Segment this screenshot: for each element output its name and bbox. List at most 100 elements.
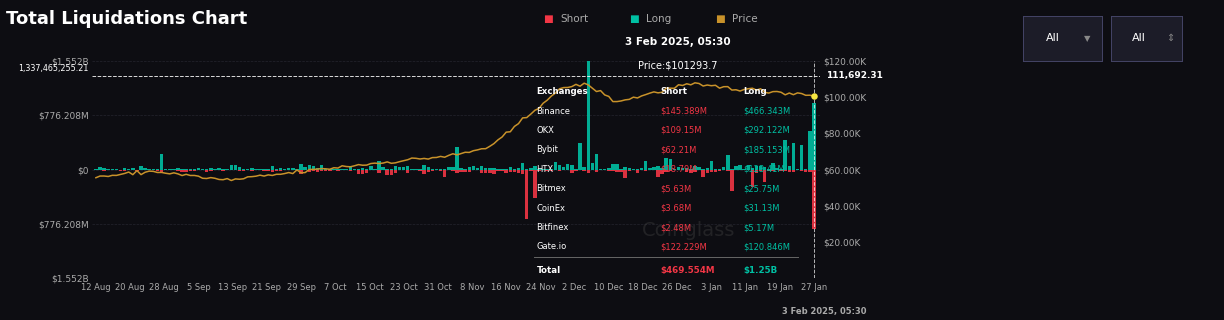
- Bar: [204, 170, 208, 172]
- Bar: [504, 170, 508, 172]
- Bar: [143, 168, 147, 170]
- Bar: [300, 170, 302, 174]
- Bar: [517, 170, 520, 172]
- Text: 1,337,465,255.21: 1,337,465,255.21: [18, 64, 89, 73]
- Bar: [635, 169, 639, 170]
- Bar: [455, 147, 459, 170]
- Bar: [734, 166, 738, 170]
- Bar: [763, 167, 766, 170]
- Bar: [616, 170, 618, 172]
- Bar: [361, 170, 365, 174]
- Bar: [122, 168, 126, 170]
- Bar: [471, 166, 475, 170]
- Bar: [160, 170, 163, 172]
- Bar: [701, 170, 705, 177]
- Bar: [586, 170, 590, 173]
- Bar: [443, 169, 447, 170]
- Text: $1.25B: $1.25B: [744, 266, 778, 275]
- Bar: [496, 170, 499, 171]
- Text: HTX: HTX: [536, 165, 553, 174]
- Bar: [295, 169, 299, 170]
- Text: $5.17M: $5.17M: [744, 223, 775, 232]
- Bar: [550, 170, 553, 171]
- Bar: [616, 164, 618, 170]
- Text: $2.48M: $2.48M: [660, 223, 692, 232]
- Bar: [799, 170, 803, 171]
- Bar: [743, 169, 745, 170]
- Bar: [164, 170, 168, 171]
- Bar: [439, 170, 442, 171]
- Bar: [386, 169, 389, 170]
- Bar: [632, 170, 635, 171]
- Bar: [439, 169, 442, 170]
- Bar: [488, 170, 492, 173]
- Bar: [185, 170, 188, 172]
- Bar: [763, 170, 766, 182]
- Bar: [431, 169, 435, 170]
- Bar: [714, 169, 717, 170]
- Bar: [640, 168, 644, 170]
- Text: ■: ■: [543, 14, 553, 24]
- Bar: [553, 162, 557, 170]
- Bar: [799, 145, 803, 170]
- Text: Long: Long: [744, 87, 767, 96]
- Bar: [771, 163, 775, 170]
- Bar: [340, 169, 344, 170]
- Bar: [401, 167, 405, 170]
- Bar: [377, 170, 381, 173]
- Bar: [632, 169, 635, 170]
- Bar: [628, 170, 632, 171]
- Bar: [262, 169, 266, 170]
- Bar: [647, 168, 651, 170]
- Bar: [234, 170, 237, 171]
- Bar: [164, 169, 168, 170]
- Bar: [661, 168, 663, 170]
- Bar: [242, 169, 245, 170]
- Bar: [558, 165, 562, 170]
- Text: $185.153M: $185.153M: [744, 145, 791, 154]
- Bar: [394, 166, 397, 170]
- Bar: [291, 168, 295, 170]
- Bar: [312, 165, 315, 170]
- Bar: [591, 163, 594, 170]
- Bar: [804, 169, 808, 170]
- Bar: [468, 167, 471, 170]
- Bar: [771, 170, 775, 171]
- Bar: [262, 170, 266, 171]
- Bar: [319, 165, 323, 170]
- Bar: [328, 170, 332, 171]
- Bar: [529, 168, 532, 170]
- Bar: [607, 170, 611, 171]
- Bar: [304, 167, 307, 170]
- Bar: [480, 166, 483, 170]
- Bar: [565, 164, 569, 170]
- Text: $62.21M: $62.21M: [660, 145, 696, 154]
- Bar: [792, 143, 796, 170]
- Bar: [250, 170, 253, 171]
- Text: Short: Short: [660, 87, 687, 96]
- Text: $466.343M: $466.343M: [744, 107, 791, 116]
- Bar: [267, 170, 271, 171]
- Bar: [780, 170, 783, 171]
- Bar: [562, 167, 565, 170]
- Bar: [127, 169, 131, 170]
- Bar: [356, 169, 360, 170]
- Bar: [714, 170, 717, 172]
- Bar: [222, 170, 225, 171]
- Bar: [644, 170, 647, 171]
- Bar: [237, 167, 241, 170]
- Bar: [656, 170, 660, 177]
- Text: ▼: ▼: [1084, 34, 1091, 43]
- Text: ■: ■: [629, 14, 639, 24]
- Bar: [274, 170, 278, 171]
- Bar: [792, 170, 796, 172]
- Bar: [286, 168, 290, 170]
- Bar: [813, 170, 815, 229]
- Bar: [464, 170, 466, 172]
- Bar: [406, 166, 410, 170]
- Bar: [349, 166, 353, 170]
- Text: $122.229M: $122.229M: [660, 243, 707, 252]
- Bar: [668, 159, 672, 170]
- Text: Binance: Binance: [536, 107, 570, 116]
- Bar: [583, 167, 586, 170]
